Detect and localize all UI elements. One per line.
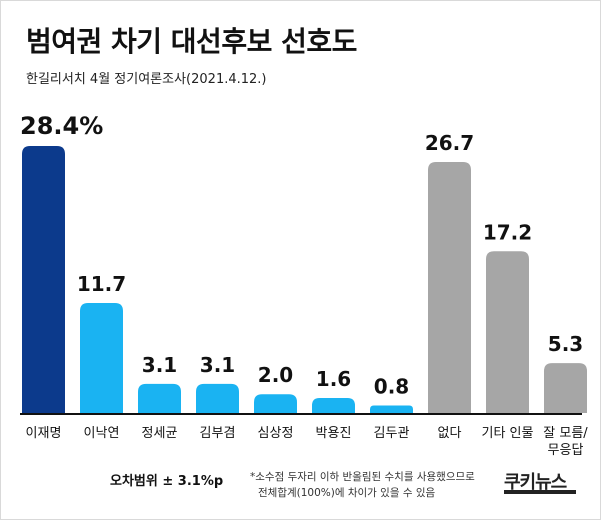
bar-2 — [80, 303, 123, 413]
bar-8 — [428, 161, 471, 413]
footnote-line-1: *소수점 두자리 이하 반올림된 수치를 사용했으므로 — [250, 471, 475, 483]
category-label-8: 없다 — [438, 426, 462, 441]
category-label-6: 박용진 — [316, 426, 352, 441]
footnote: *소수점 두자리 이하 반올림된 수치를 사용했으므로 전체합계(100%)에 … — [250, 469, 475, 501]
category-label-7: 김두관 — [374, 426, 410, 441]
footnote-line-2: 전체합계(100%)에 차이가 있을 수 있음 — [258, 487, 436, 499]
value-label-3: 3.1 — [142, 353, 177, 377]
category-label-5: 심상정 — [258, 426, 294, 441]
category-label-3: 정세균 — [142, 426, 178, 441]
bar-9 — [486, 251, 529, 413]
value-label-8: 26.7 — [425, 131, 474, 155]
bar-4 — [196, 383, 239, 413]
value-label-5: 2.0 — [258, 363, 293, 387]
category-label-9: 기타 인물 — [482, 426, 534, 441]
value-label-7: 0.8 — [374, 374, 409, 398]
bar-1 — [22, 146, 65, 413]
bar-6 — [312, 397, 355, 413]
baseline — [20, 413, 582, 415]
category-label-2: 이낙연 — [84, 426, 120, 441]
category-label-4: 김부겸 — [200, 426, 236, 441]
brand-underline — [504, 490, 576, 494]
value-label-4: 3.1 — [200, 353, 235, 377]
value-label-1: 28.4% — [20, 112, 103, 140]
brand-logo: 쿠키뉴스 — [504, 472, 567, 493]
value-label-2: 11.7 — [77, 272, 126, 296]
bar-3 — [138, 383, 181, 413]
bar-7 — [370, 405, 413, 413]
value-label-9: 17.2 — [483, 220, 532, 244]
margin-of-error: 오차범위 ± 3.1%p — [110, 474, 224, 489]
value-label-10: 5.3 — [548, 332, 583, 356]
category-label-1: 이재명 — [26, 426, 62, 441]
bar-5 — [254, 394, 297, 413]
value-label-6: 1.6 — [316, 367, 351, 391]
category-label-10: 잘 모름/무응답 — [543, 426, 588, 458]
chart-subtitle: 한길리서치 4월 정기여론조사(2021.4.12.) — [26, 72, 267, 87]
chart-title: 범여권 차기 대선후보 선호도 — [26, 25, 357, 58]
bar-10 — [544, 363, 587, 413]
